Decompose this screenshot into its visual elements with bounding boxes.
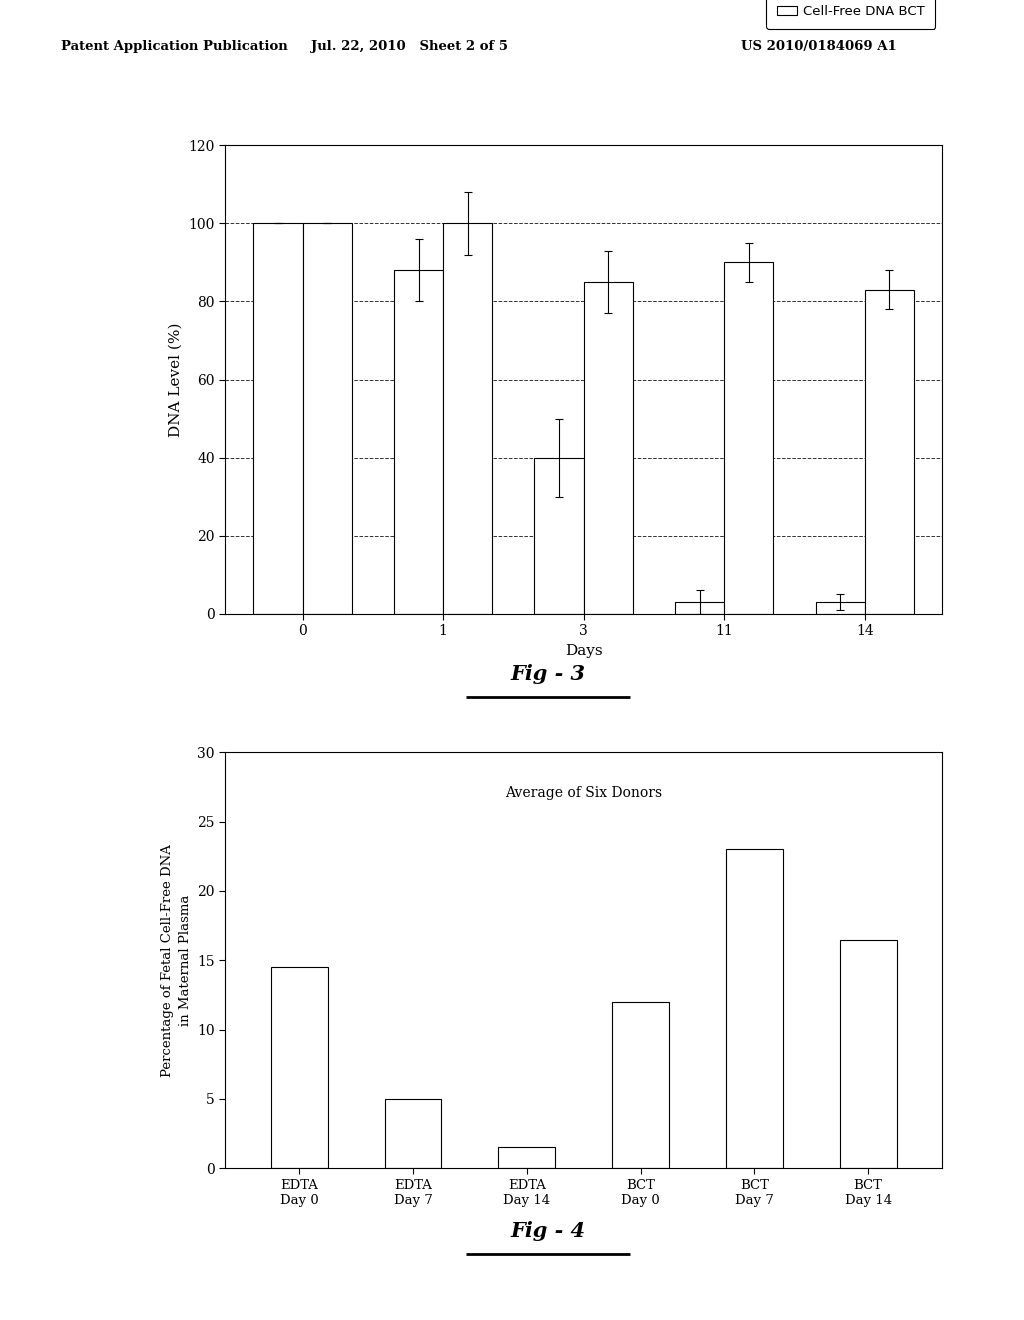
Bar xyxy=(443,223,493,614)
Bar xyxy=(612,1002,669,1168)
Text: Fig - 3: Fig - 3 xyxy=(510,664,586,684)
Y-axis label: DNA Level (%): DNA Level (%) xyxy=(169,322,183,437)
X-axis label: Days: Days xyxy=(565,644,602,657)
Bar xyxy=(302,223,352,614)
Bar xyxy=(253,223,302,614)
Bar xyxy=(726,850,782,1168)
Bar xyxy=(840,940,897,1168)
Bar xyxy=(499,1147,555,1168)
Bar xyxy=(270,968,328,1168)
Bar xyxy=(394,271,443,614)
Y-axis label: Percentage of Fetal Cell-Free DNA
in Maternal Plasma: Percentage of Fetal Cell-Free DNA in Mat… xyxy=(161,843,191,1077)
Bar xyxy=(865,289,914,614)
Text: Jul. 22, 2010   Sheet 2 of 5: Jul. 22, 2010 Sheet 2 of 5 xyxy=(311,40,508,53)
Bar xyxy=(535,458,584,614)
Bar xyxy=(584,282,633,614)
Text: US 2010/0184069 A1: US 2010/0184069 A1 xyxy=(741,40,897,53)
Text: Fig - 4: Fig - 4 xyxy=(510,1221,586,1241)
Bar xyxy=(724,263,773,614)
Legend: Heparin, Cell-Free DNA BCT: Heparin, Cell-Free DNA BCT xyxy=(766,0,936,29)
Bar xyxy=(385,1098,441,1168)
Bar xyxy=(815,602,865,614)
Bar xyxy=(675,602,724,614)
Text: Average of Six Donors: Average of Six Donors xyxy=(505,785,663,800)
Text: Patent Application Publication: Patent Application Publication xyxy=(61,40,288,53)
